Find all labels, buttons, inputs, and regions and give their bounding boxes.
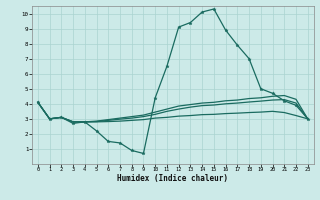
X-axis label: Humidex (Indice chaleur): Humidex (Indice chaleur) xyxy=(117,174,228,183)
